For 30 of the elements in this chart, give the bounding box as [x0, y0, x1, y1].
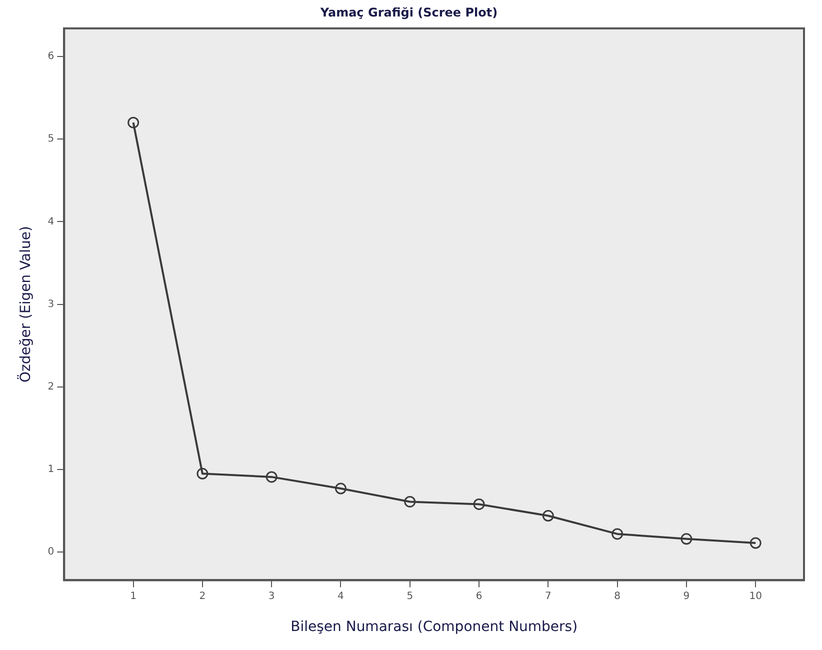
x-tick-label: 10 — [749, 590, 762, 602]
point — [196, 468, 208, 480]
point — [266, 471, 278, 483]
point — [473, 498, 485, 510]
point — [334, 482, 346, 494]
x-tick-label: 6 — [476, 590, 482, 602]
x-tick-label: 1 — [130, 590, 136, 602]
y-axis-title: Özdeğer (Eigen Value) — [17, 226, 34, 383]
y-tick-label: 0 — [48, 546, 54, 558]
x-tick-label: 7 — [544, 590, 552, 602]
x-tick-label: 2 — [199, 590, 206, 602]
x-tick-label: 8 — [614, 590, 620, 602]
y-tick-label: 2 — [48, 382, 54, 392]
y-tick-label: 1 — [48, 464, 54, 476]
point — [750, 537, 762, 549]
point — [404, 496, 416, 508]
point — [680, 533, 692, 545]
y-tick-label: 4 — [48, 216, 54, 228]
chart-title: Yamaç Grafiği (Scree Plot) — [319, 5, 498, 20]
x-tick-label: 9 — [683, 590, 690, 602]
point — [542, 510, 554, 522]
y-tick-label: 5 — [48, 134, 54, 145]
x-axis-title: Bileşen Numarası (Component Numbers) — [290, 619, 578, 636]
x-tick-label: 5 — [406, 590, 414, 602]
point — [128, 116, 140, 128]
y-tick-label: 6 — [48, 51, 54, 62]
x-tick-label: 3 — [268, 590, 275, 602]
y-tick-label: 3 — [48, 298, 54, 310]
point — [612, 528, 624, 540]
x-tick-label: 4 — [338, 590, 344, 602]
